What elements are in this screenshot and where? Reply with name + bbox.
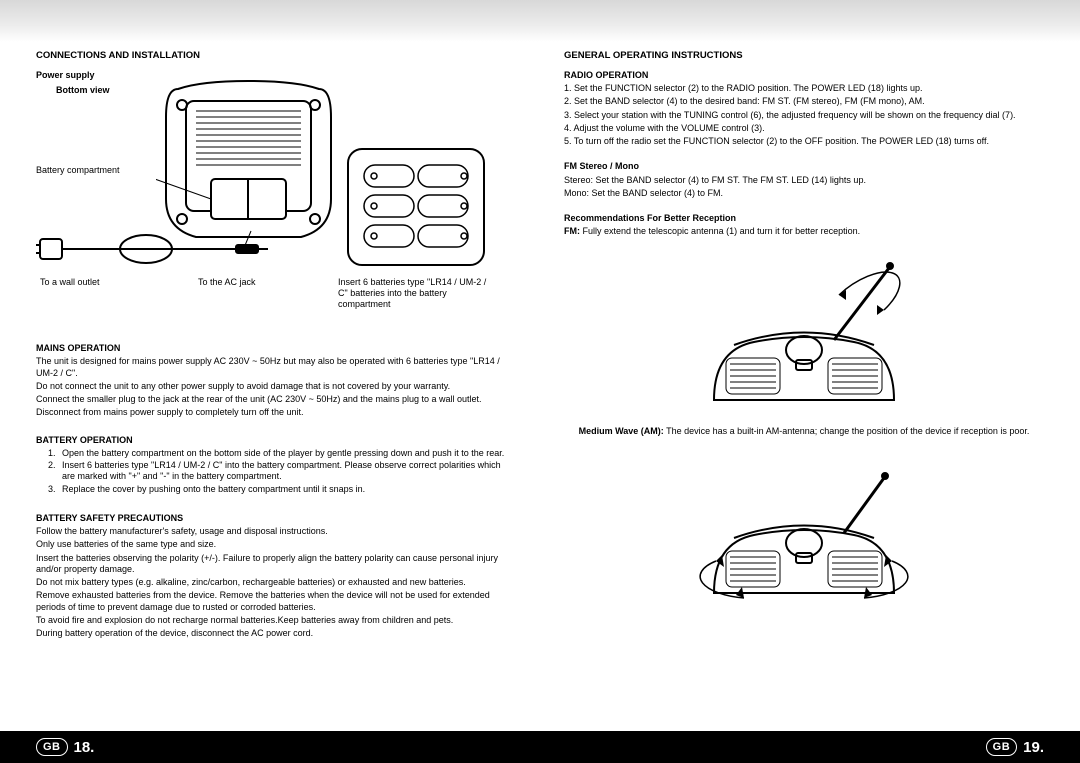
battery-box-svg xyxy=(346,147,486,267)
right-column: GENERAL OPERATING INSTRUCTIONS RADIO OPE… xyxy=(564,50,1044,715)
heading-fm-stereo: FM Stereo / Mono xyxy=(564,161,1044,172)
text: Do not mix battery types (e.g. alkaline,… xyxy=(36,577,516,588)
label-bottom-view: Bottom view xyxy=(56,85,110,96)
section-heading: CONNECTIONS AND INSTALLATION xyxy=(36,50,516,62)
text: Disconnect from mains power supply to co… xyxy=(36,407,516,418)
left-column: CONNECTIONS AND INSTALLATION Power suppl… xyxy=(36,50,516,715)
heading-recommendations: Recommendations For Better Reception xyxy=(564,213,1044,224)
device-bottom-svg xyxy=(156,79,341,249)
text: Do not connect the unit to any other pow… xyxy=(36,381,516,392)
text: The device has a built-in AM-antenna; ch… xyxy=(664,426,1030,436)
text: The unit is designed for mains power sup… xyxy=(36,356,516,379)
text: Mono: Set the BAND selector (4) to FM. xyxy=(564,188,1044,199)
text: Connect the smaller plug to the jack at … xyxy=(36,394,516,405)
page-content: CONNECTIONS AND INSTALLATION Power suppl… xyxy=(36,50,1044,715)
diagram-bottom-view: Bottom view Battery compartment xyxy=(36,85,516,335)
footer-bar: GB 18. GB 19. xyxy=(0,731,1080,763)
label-wall-outlet: To a wall outlet xyxy=(40,277,100,288)
text: During battery operation of the device, … xyxy=(36,628,516,639)
footer-right: GB 19. xyxy=(986,738,1044,756)
heading-battery-safety: BATTERY SAFETY PRECAUTIONS xyxy=(36,513,516,524)
text: 1. Set the FUNCTION selector (2) to the … xyxy=(564,83,1044,94)
label-fm: FM: xyxy=(564,226,580,236)
battery-op-list: Open the battery compartment on the bott… xyxy=(36,448,516,495)
fm-illustration-svg xyxy=(684,250,924,420)
text: To avoid fire and explosion do not recha… xyxy=(36,615,516,626)
text: Follow the battery manufacturer's safety… xyxy=(36,526,516,537)
list-item: Insert 6 batteries type "LR14 / UM-2 / C… xyxy=(58,460,516,483)
label-am: Medium Wave (AM): xyxy=(579,426,664,436)
text: Insert the batteries observing the polar… xyxy=(36,553,516,576)
list-item: Replace the cover by pushing onto the ba… xyxy=(58,484,516,495)
heading-battery-op: BATTERY OPERATION xyxy=(36,435,516,446)
text: 4. Adjust the volume with the VOLUME con… xyxy=(564,123,1044,134)
text: 2. Set the BAND selector (4) to the desi… xyxy=(564,96,1044,107)
top-gradient xyxy=(0,0,1080,42)
page-number-right: 19. xyxy=(1023,739,1044,756)
power-cord-svg xyxy=(36,225,336,275)
am-illustration-svg xyxy=(684,443,924,613)
label-battery-insert: Insert 6 batteries type "LR14 / UM-2 / C… xyxy=(338,277,493,309)
list-item: Open the battery compartment on the bott… xyxy=(58,448,516,459)
gb-badge: GB xyxy=(986,738,1018,756)
text: FM: Fully extend the telescopic antenna … xyxy=(564,226,1044,237)
text: 5. To turn off the radio set the FUNCTIO… xyxy=(564,136,1044,147)
heading-mains-op: MAINS OPERATION xyxy=(36,343,516,354)
text: 3. Select your station with the TUNING c… xyxy=(564,110,1044,121)
label-ac-jack: To the AC jack xyxy=(198,277,256,288)
text: Only use batteries of the same type and … xyxy=(36,539,516,550)
heading-radio-op: RADIO OPERATION xyxy=(564,70,1044,81)
text: Stereo: Set the BAND selector (4) to FM … xyxy=(564,175,1044,186)
footer-left: GB 18. xyxy=(36,738,94,756)
text: Medium Wave (AM): The device has a built… xyxy=(564,426,1044,437)
gb-badge: GB xyxy=(36,738,68,756)
page-number-left: 18. xyxy=(74,739,95,756)
text: Remove exhausted batteries from the devi… xyxy=(36,590,516,613)
label-battery-compartment: Battery compartment xyxy=(36,165,120,176)
text: Fully extend the telescopic antenna (1) … xyxy=(580,226,860,236)
section-heading: GENERAL OPERATING INSTRUCTIONS xyxy=(564,50,1044,62)
